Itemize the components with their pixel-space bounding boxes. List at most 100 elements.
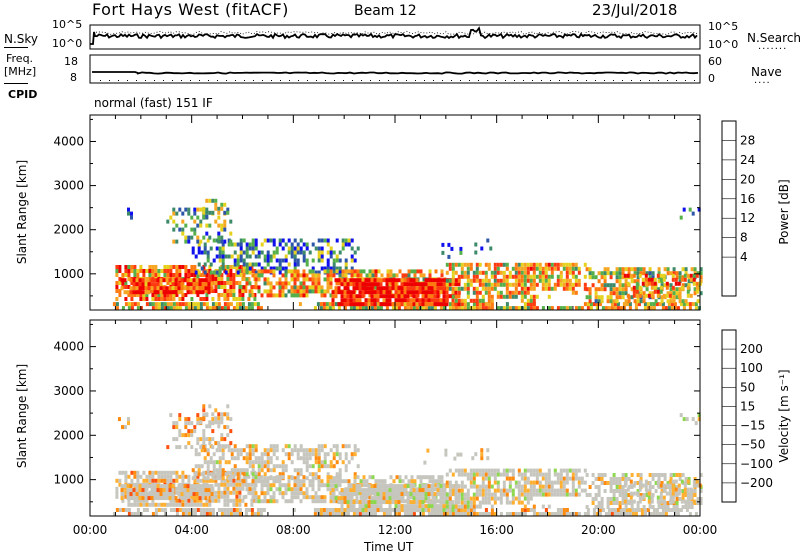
nave-series-point <box>388 80 389 81</box>
power-heatmap-cell <box>120 286 124 291</box>
velocity-heatmap-cell <box>586 508 590 512</box>
velocity-heatmap-cell <box>251 464 255 469</box>
power-heatmap-cell <box>422 273 426 278</box>
velocity-heatmap-cell <box>674 491 678 496</box>
velocity-heatmap-cell <box>391 508 395 513</box>
power-heatmap-cell <box>493 286 497 291</box>
power-heatmap-cell <box>221 258 225 263</box>
power-heatmap-cell <box>260 242 264 247</box>
power-heatmap-cell <box>174 282 178 287</box>
velocity-heatmap-cell <box>343 496 347 501</box>
velocity-heatmap-cell <box>184 508 188 512</box>
power-heatmap-cell <box>180 278 184 283</box>
power-heatmap-cell <box>481 302 485 307</box>
velocity-heatmap-cell <box>233 468 237 473</box>
velocity-heatmap-cell <box>229 470 233 475</box>
velocity-heatmap-cell <box>388 508 392 513</box>
power-heatmap-cell <box>308 289 312 294</box>
power-heatmap-cell <box>412 294 416 299</box>
velocity-heatmap-cell <box>529 468 533 473</box>
velocity-heatmap-cell <box>187 508 191 512</box>
power-heatmap-cell <box>454 270 458 275</box>
power-heatmap-cell <box>248 254 252 259</box>
velocity-heatmap-cell <box>690 505 694 509</box>
power-heatmap-cell <box>254 238 258 243</box>
velocity-heatmap-cell <box>353 472 357 477</box>
velocity-heatmap-cell <box>284 487 288 492</box>
power-heatmap-cell <box>588 267 592 272</box>
velocity-heatmap-cell <box>199 420 203 425</box>
power-heatmap-cell <box>454 290 458 295</box>
nave-series-point <box>271 80 272 81</box>
power-heatmap-cell <box>681 299 685 304</box>
power-heatmap-cell <box>287 238 291 243</box>
power-heatmap-cell <box>684 271 688 276</box>
nsearch-label: N.Search <box>747 31 800 45</box>
power-heatmap-cell <box>290 277 294 282</box>
velocity-heatmap-cell <box>218 456 222 461</box>
power-heatmap-cell <box>659 273 663 278</box>
velocity-heatmap-cell <box>317 452 321 457</box>
velocity-heatmap-cell <box>205 502 209 507</box>
velocity-heatmap-cell <box>135 484 139 489</box>
velocity-heatmap-cell <box>308 464 312 469</box>
velocity-heatmap-cell <box>406 508 410 513</box>
velocity-heatmap-cell <box>226 433 230 438</box>
power-heatmap-cell <box>685 302 689 307</box>
power-ytick-label: 2000 <box>53 223 84 237</box>
velocity-heatmap-cell <box>260 456 264 461</box>
velocity-heatmap-cell <box>269 468 273 473</box>
power-heatmap-cell <box>320 258 324 263</box>
power-heatmap-cell <box>293 246 297 251</box>
velocity-heatmap-cell <box>678 497 682 501</box>
velocity-heatmap-cell <box>156 496 160 501</box>
power-heatmap-cell <box>214 206 218 211</box>
velocity-heatmap-cell <box>388 512 392 516</box>
velocity-heatmap-cell <box>266 491 270 496</box>
power-heatmap-cell <box>623 273 627 278</box>
power-heatmap-cell <box>326 266 330 271</box>
velocity-heatmap-cell <box>413 479 417 484</box>
velocity-heatmap-cell <box>154 512 158 516</box>
power-heatmap-cell <box>597 295 601 300</box>
velocity-heatmap-cell <box>493 472 497 477</box>
power-heatmap-cell <box>133 273 137 277</box>
velocity-heatmap-cell <box>130 512 134 516</box>
velocity-heatmap-cell <box>442 500 446 505</box>
power-heatmap-cell <box>361 290 365 295</box>
power-heatmap-cell <box>574 266 578 271</box>
power-heatmap-cell <box>346 282 350 287</box>
velocity-heatmap-cell <box>532 488 536 493</box>
power-heatmap-cell <box>223 297 227 301</box>
power-heatmap-cell <box>433 306 437 311</box>
velocity-heatmap-cell <box>232 508 236 512</box>
power-heatmap-cell <box>232 285 236 289</box>
nave-series-point <box>649 80 650 81</box>
velocity-heatmap-cell <box>475 488 479 493</box>
power-heatmap-cell <box>639 291 643 296</box>
velocity-heatmap-cell <box>538 488 542 493</box>
velocity-heatmap-cell <box>398 475 402 480</box>
velocity-heatmap-cell <box>293 468 297 473</box>
velocity-heatmap-cell <box>311 448 315 453</box>
velocity-heatmap-cell <box>358 504 362 509</box>
power-heatmap-cell <box>404 273 408 278</box>
velocity-heatmap-cell <box>409 492 413 497</box>
velocity-heatmap-cell <box>229 512 233 516</box>
power-heatmap-cell <box>192 282 196 287</box>
power-heatmap-cell <box>385 306 389 311</box>
velocity-heatmap-cell <box>340 488 344 493</box>
power-heatmap-cell <box>174 290 178 295</box>
velocity-heatmap-cell <box>502 492 506 497</box>
power-heatmap-cell <box>502 262 506 267</box>
velocity-heatmap-cell <box>347 479 351 484</box>
velocity-heatmap-cell <box>194 452 198 457</box>
velocity-heatmap-cell <box>326 479 330 484</box>
power-heatmap-cell <box>410 269 414 274</box>
velocity-heatmap-cell <box>199 502 203 507</box>
power-heatmap-cell <box>290 273 294 278</box>
power-heatmap-cell <box>296 277 300 282</box>
power-heatmap-cell <box>523 270 527 275</box>
power-heatmap-cell <box>169 281 173 285</box>
power-heatmap-cell <box>139 297 143 301</box>
